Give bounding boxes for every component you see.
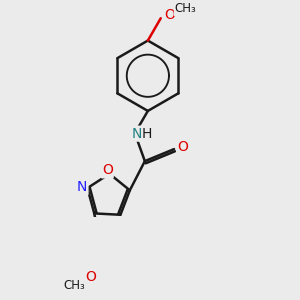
Text: O: O: [177, 140, 188, 154]
Text: N: N: [131, 127, 142, 141]
Text: O: O: [85, 270, 96, 284]
Text: N: N: [77, 180, 88, 194]
Text: O: O: [102, 164, 113, 177]
Text: CH₃: CH₃: [175, 2, 196, 15]
Text: O: O: [165, 8, 176, 22]
Text: H: H: [141, 127, 152, 141]
Text: CH₃: CH₃: [64, 279, 86, 292]
